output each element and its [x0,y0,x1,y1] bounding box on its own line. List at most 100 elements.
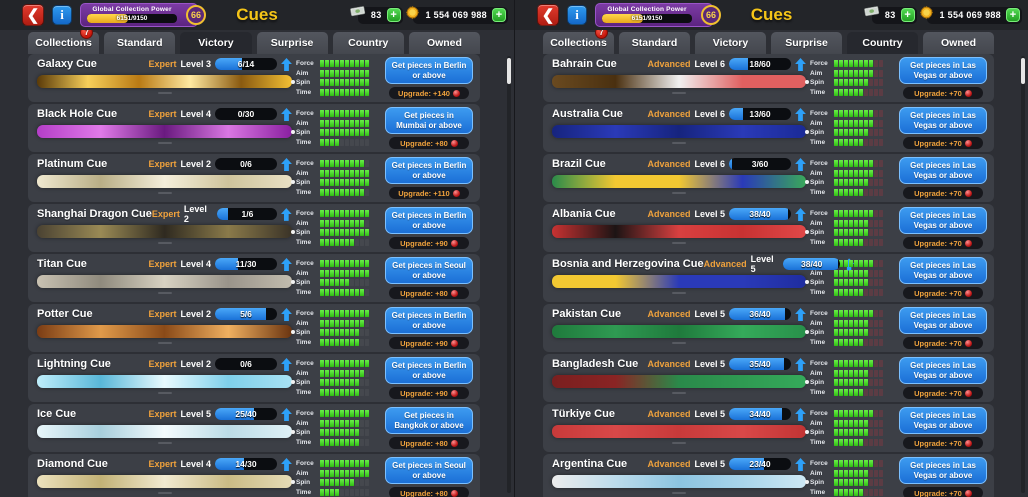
upgrade-arrow-icon [795,307,806,321]
stat-time: Time [810,388,894,396]
tab-collections[interactable]: Collections 7 [543,26,614,54]
cue-row[interactable]: Diamond Cue Expert Level 4 14/30 Force Ai… [28,454,480,497]
cue-row[interactable]: Platinum Cue Expert Level 2 0/6 Force Aim… [28,154,480,202]
add-coins-button[interactable]: + [1006,8,1020,22]
scrollbar[interactable] [1021,56,1025,493]
info-button[interactable]: i [567,5,587,25]
collection-power-widget[interactable]: Global Collection Power 6151/9150 66 [595,3,721,27]
cue-row[interactable]: Pakistan Cue Advanced Level 5 36/40 Forc… [543,304,994,352]
get-pieces-button[interactable]: Get pieces in Seoul or above [385,257,473,284]
get-pieces-button[interactable]: Get pieces in Las Vegas or above [899,207,987,234]
upgrade-button[interactable]: Upgrade: +70 [903,387,983,399]
cue-tip [805,229,809,234]
upgrade-button[interactable]: Upgrade: +70 [903,487,983,497]
upgrade-button[interactable]: Upgrade: +80 [389,437,469,449]
cue-row[interactable]: Bahrain Cue Advanced Level 6 18/60 Force… [543,54,994,102]
scrollbar-thumb[interactable] [1021,58,1025,84]
upgrade-button[interactable]: Upgrade: +90 [389,337,469,349]
cue-row[interactable]: Shanghai Dragon Cue Expert Level 2 1/6 F… [28,204,480,252]
cue-row[interactable]: Argentina Cue Advanced Level 5 23/40 For… [543,454,994,497]
tab-surprise[interactable]: Surprise [256,32,328,54]
drag-handle [157,192,172,194]
cue-row[interactable]: Lightning Cue Expert Level 2 0/6 Force Ai… [28,354,480,402]
get-pieces-button[interactable]: Get pieces in Las Vegas or above [899,57,987,84]
get-pieces-button[interactable]: Get pieces in Las Vegas or above [899,407,987,434]
tab-victory[interactable]: Victory [695,32,766,54]
cue-row[interactable]: Potter Cue Expert Level 2 5/6 Force Aim Sp… [28,304,480,352]
get-pieces-button[interactable]: Get pieces in Berlin or above [385,357,473,384]
cue-row[interactable]: Brazil Cue Advanced Level 6 3/60 Force Ai… [543,154,994,202]
get-pieces-button[interactable]: Get pieces in Las Vegas or above [899,307,987,334]
get-pieces-button[interactable]: Get pieces in Las Vegas or above [899,107,987,134]
cue-row[interactable]: Albania Cue Advanced Level 5 38/40 Force… [543,204,994,252]
tab-collections[interactable]: Collections 7 [28,26,100,54]
upgrade-button[interactable]: Upgrade: +80 [389,287,469,299]
get-pieces-button[interactable]: Get pieces in Berlin or above [385,307,473,334]
pool-ball-icon [452,89,460,97]
get-pieces-button[interactable]: Get pieces in Berlin or above [385,207,473,234]
back-button[interactable]: ❮ [537,4,559,26]
stat-force: Force [810,310,894,318]
cue-progress-pill: 23/40 [729,458,791,470]
tab-country[interactable]: Country [332,32,404,54]
scrollbar-thumb[interactable] [507,58,511,84]
tab-victory[interactable]: Victory [180,32,252,54]
tab-standard[interactable]: Standard [619,32,690,54]
stat-time: Time [810,288,894,296]
upgrade-button[interactable]: Upgrade: +70 [903,337,983,349]
drag-handle [157,92,172,94]
upgrade-button[interactable]: Upgrade: +140 [389,87,469,99]
stat-time: Time [296,138,380,146]
get-pieces-button[interactable]: Get pieces in Las Vegas or above [899,457,987,484]
get-pieces-button[interactable]: Get pieces in Las Vegas or above [899,257,987,284]
cue-row[interactable]: Bangladesh Cue Advanced Level 5 35/40 Fo… [543,354,994,402]
upgrade-button[interactable]: Upgrade: +70 [903,287,983,299]
tab-owned[interactable]: Owned [923,32,994,54]
cue-row[interactable]: Ice Cue Expert Level 5 25/40 Force Aim Spi… [28,404,480,452]
tab-standard[interactable]: Standard [104,32,176,54]
cue-row[interactable]: Titan Cue Expert Level 4 11/30 Force Aim S… [28,254,480,302]
add-cash-button[interactable]: + [386,8,401,22]
cue-row[interactable]: Bosnia and Herzegovina Cue Advanced Leve… [543,254,994,302]
cue-row-main: Argentina Cue Advanced Level 5 23/40 [552,457,809,497]
upgrade-button[interactable]: Upgrade: +70 [903,237,983,249]
cue-name: Türkiye Cue [552,408,615,420]
upgrade-button[interactable]: Upgrade: +70 [903,137,983,149]
get-pieces-button[interactable]: Get pieces in Berlin or above [385,157,473,184]
cue-tier-label: Advanced [647,159,691,169]
get-pieces-button[interactable]: Get pieces in Berlin or above [385,57,473,84]
cue-row[interactable]: Türkiye Cue Advanced Level 5 34/40 Force… [543,404,994,452]
add-coins-button[interactable]: + [492,8,506,22]
add-cash-button[interactable]: + [900,8,915,22]
tab-country[interactable]: Country [847,32,918,54]
cue-progress-fill [215,408,255,420]
upgrade-button[interactable]: Upgrade: +90 [389,387,469,399]
back-button[interactable]: ❮ [22,4,44,26]
upgrade-button[interactable]: Upgrade: +80 [389,487,469,497]
get-pieces-button[interactable]: Get pieces in Las Vegas or above [899,157,987,184]
upgrade-button[interactable]: Upgrade: +70 [903,437,983,449]
get-pieces-button[interactable]: Get pieces in Seoul or above [385,457,473,484]
get-pieces-button[interactable]: Get pieces in Bangkok or above [385,407,473,434]
upgrade-button[interactable]: Upgrade: +70 [903,187,983,199]
cash-value: 83 [884,10,896,20]
cue-row[interactable]: Australia Cue Advanced Level 6 13/60 For… [543,104,994,152]
get-pieces-button[interactable]: Get pieces in Las Vegas or above [899,357,987,384]
info-button[interactable]: i [52,5,72,25]
upgrade-button[interactable]: Upgrade: +80 [389,137,469,149]
upgrade-button[interactable]: Upgrade: +110 [389,187,469,199]
tab-owned[interactable]: Owned [408,32,481,54]
cue-progress-fill [217,208,228,220]
cue-row[interactable]: Black Hole Cue Expert Level 4 0/30 Force… [28,104,480,152]
collection-power-widget[interactable]: Global Collection Power 6151/9150 66 [80,3,206,27]
stat-force: Force [810,360,894,368]
upgrade-button[interactable]: Upgrade: +90 [389,237,469,249]
scrollbar[interactable] [507,56,511,493]
stat-force: Force [810,460,894,468]
get-pieces-button[interactable]: Get pieces in Mumbai or above [385,107,473,134]
upgrade-button[interactable]: Upgrade: +70 [903,87,983,99]
tab-surprise[interactable]: Surprise [771,32,842,54]
cue-row[interactable]: Galaxy Cue Expert Level 3 6/14 Force Aim S… [28,54,480,102]
cue-row-main: Bahrain Cue Advanced Level 6 18/60 [552,57,809,99]
